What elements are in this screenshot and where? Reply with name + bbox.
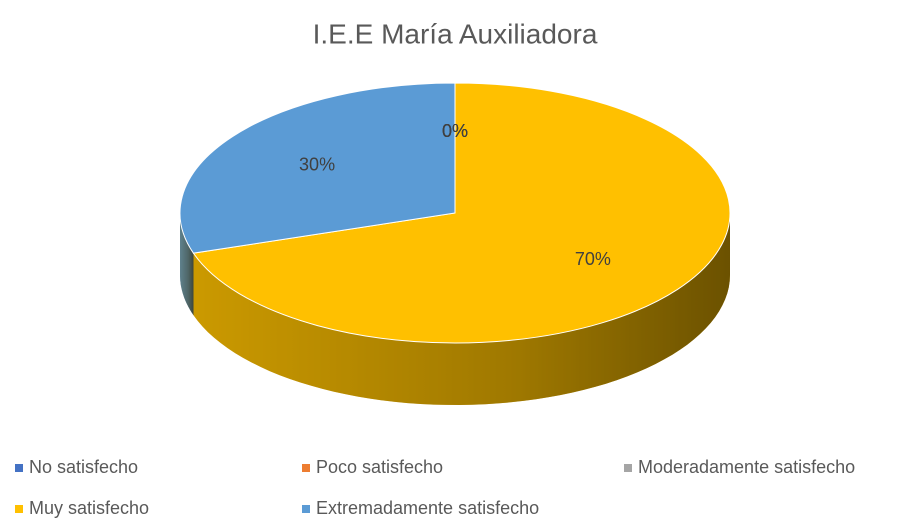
slice-side-tint xyxy=(180,213,194,316)
slice xyxy=(192,82,731,344)
data-label: 0% xyxy=(442,121,468,141)
chart-title: I.E.E María Auxiliadora xyxy=(313,18,598,49)
legend-swatch xyxy=(302,464,310,472)
legend-swatch xyxy=(302,505,310,513)
slice xyxy=(179,82,456,254)
legend-label: Poco satisfecho xyxy=(316,457,443,477)
slice-side-shade xyxy=(180,213,194,316)
slice-side-shade xyxy=(193,213,730,405)
legend-label: Extremadamente satisfecho xyxy=(316,498,539,518)
data-label: 0% xyxy=(442,121,468,141)
data-label: 30% xyxy=(299,154,335,174)
legend-swatch xyxy=(624,464,632,472)
legend-label: Moderadamente satisfecho xyxy=(638,457,855,477)
legend-label: Muy satisfecho xyxy=(29,498,149,518)
data-label: 0% xyxy=(442,121,468,141)
legend-swatch xyxy=(15,505,23,513)
legend-swatch xyxy=(15,464,23,472)
slice-side-tint xyxy=(193,213,730,405)
legend-label: No satisfecho xyxy=(29,457,138,477)
data-label: 70% xyxy=(575,249,611,269)
